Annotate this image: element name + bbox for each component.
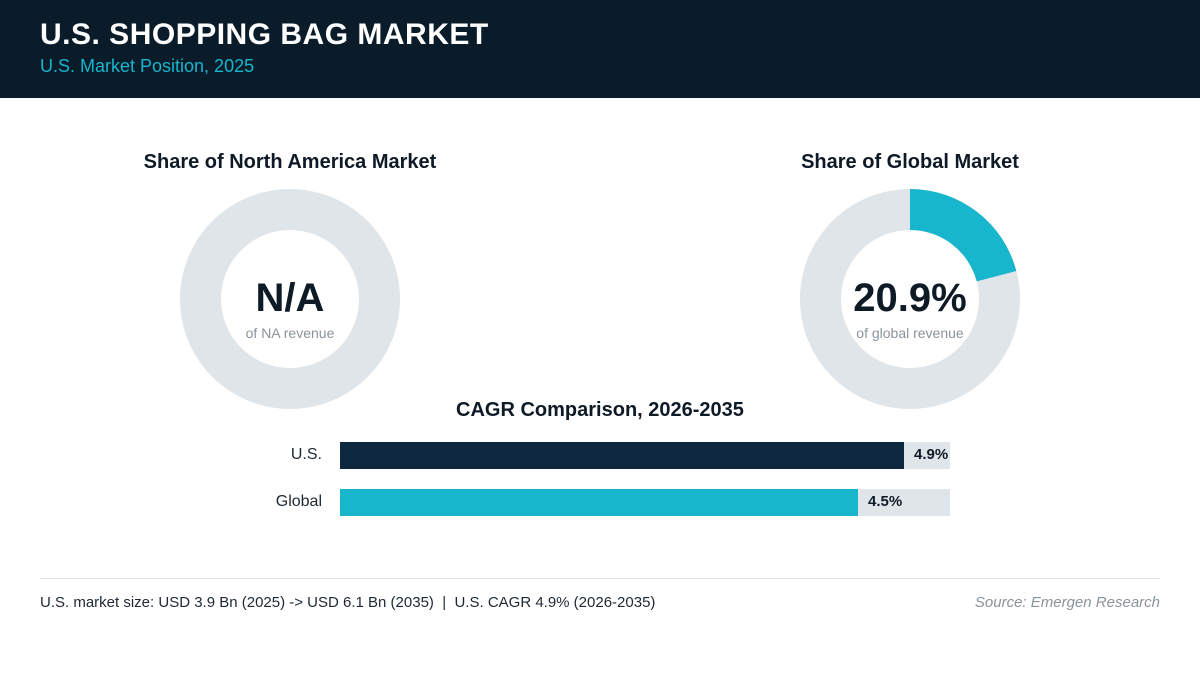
bar-track-us: 4.9% (340, 442, 950, 469)
global-share-title: Share of Global Market (801, 151, 1019, 173)
footer-note: U.S. market size: USD 3.9 Bn (2025) -> U… (40, 594, 656, 611)
bar-label-us: U.S. (290, 446, 322, 463)
source-credit: Source: Emergen Research (974, 594, 1160, 611)
global-share-donut (799, 189, 1020, 409)
page-subtitle: U.S. Market Position, 2025 (40, 56, 255, 76)
cagr-chart-title: CAGR Comparison, 2026-2035 (456, 399, 744, 421)
na-share-value: N/A (255, 276, 325, 320)
bar-global (340, 489, 858, 516)
bar-label-global: Global (275, 493, 322, 510)
global-share-caption: of global revenue (856, 325, 964, 341)
donut-segment (910, 189, 1017, 282)
footer-divider (40, 578, 1160, 579)
page-title: U.S. SHOPPING BAG MARKET (40, 18, 489, 51)
global-share-value: 20.9% (853, 276, 967, 320)
bar-track-global: 4.5% (340, 489, 950, 516)
header-bar: U.S. SHOPPING BAG MARKET U.S. Market Pos… (0, 0, 1200, 98)
bar-value-us: 4.9% (914, 446, 949, 463)
na-share-caption: of NA revenue (245, 325, 335, 341)
bar-us (340, 442, 904, 469)
donut-track (179, 189, 400, 409)
na-share-title: Share of North America Market (143, 151, 437, 173)
na-share-donut (179, 189, 400, 409)
bar-value-global: 4.5% (868, 493, 903, 510)
